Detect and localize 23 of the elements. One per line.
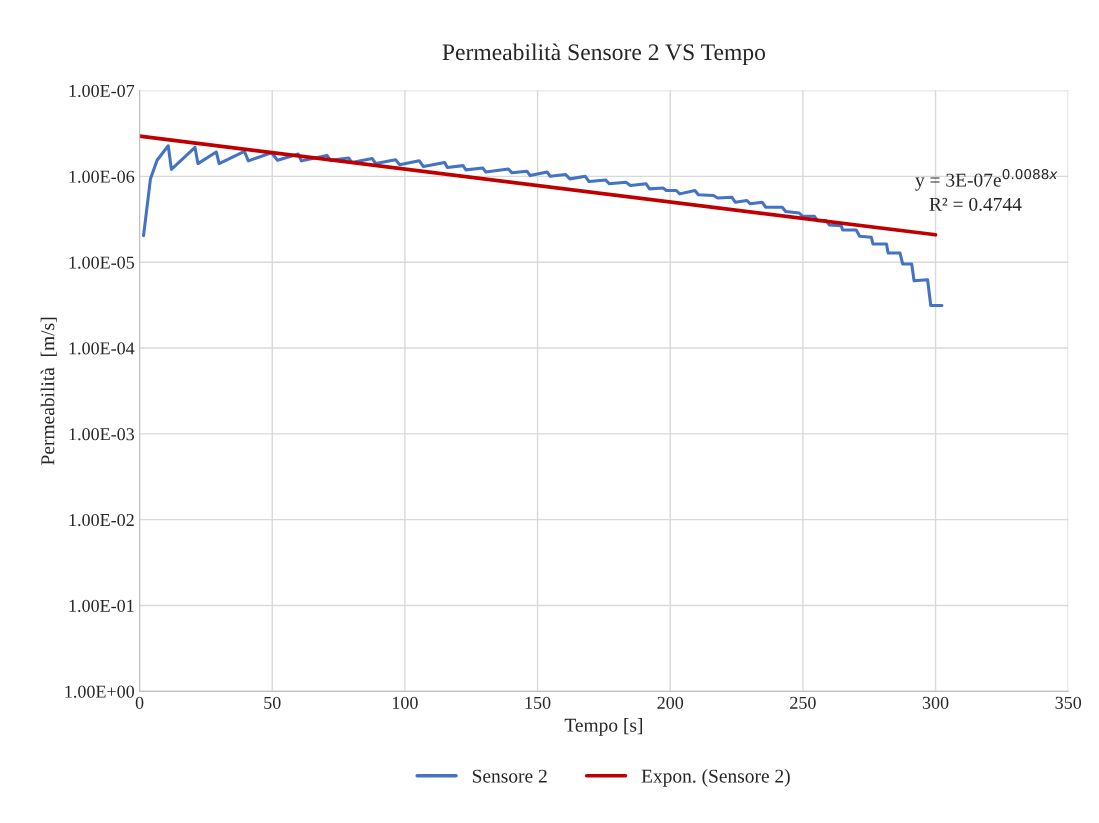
- x-tick-label: 200: [657, 696, 684, 709]
- y-tick-label: 1.00E-07: [69, 84, 135, 98]
- chart-title: Permeabilità Sensore 2 VS Tempo: [442, 43, 766, 65]
- x-tick-label: 350: [1055, 696, 1082, 709]
- x-tick-label: 300: [922, 696, 949, 709]
- y-tick-label: 1.00E-06: [69, 170, 135, 183]
- y-tick-label: 1.00E-04: [69, 342, 135, 355]
- y-tick-label: 1.00E-03: [69, 428, 135, 441]
- y-axis-title: Permeabilità [m/s]: [40, 317, 57, 465]
- y-tick-label: 1.00E+00: [65, 685, 135, 698]
- y-tick-label: 1.00E-05: [69, 256, 135, 269]
- x-tick-label: 150: [525, 696, 551, 709]
- y-tick-label: 1.00E-01: [69, 599, 134, 613]
- x-axis-title: Tempo [s]: [564, 718, 642, 736]
- legend-label: Expon. (Sensore 2): [641, 769, 790, 787]
- x-tick-label: 100: [392, 696, 418, 709]
- x-tick-label: 50: [264, 696, 281, 709]
- legend-label: Sensore 2: [472, 769, 547, 783]
- annotation: y = 3E-07e$^{0.0088x}$: [915, 168, 1058, 191]
- x-tick-label: 250: [790, 696, 816, 709]
- y-tick-label: 1.00E-02: [69, 513, 134, 527]
- annotation: R² = 0.4744: [929, 197, 1022, 211]
- x-tick-label: 0: [135, 696, 144, 709]
